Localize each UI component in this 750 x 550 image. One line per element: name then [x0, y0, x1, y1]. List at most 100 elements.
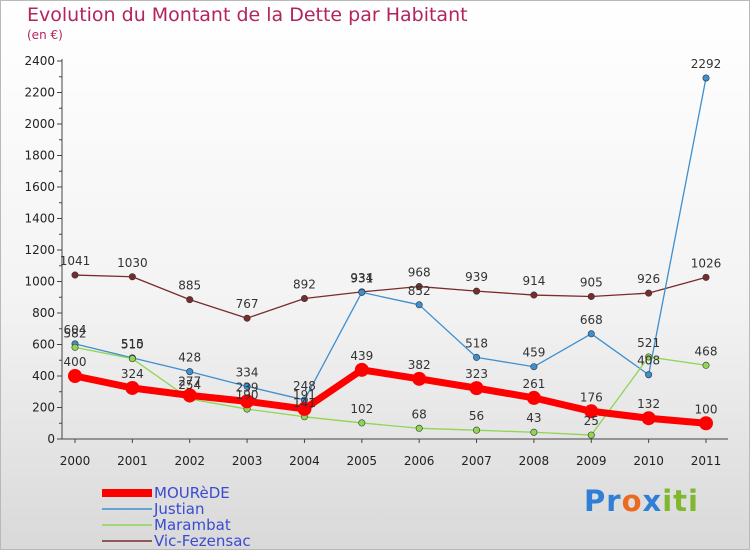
y-tick-label: 1800 [24, 149, 55, 163]
x-tick-label: 2011 [691, 454, 722, 468]
data-point [240, 394, 255, 409]
x-tick-label: 2005 [347, 454, 378, 468]
data-label: 25 [584, 414, 599, 428]
data-point [645, 371, 653, 379]
data-point [415, 424, 423, 432]
data-point [699, 416, 713, 431]
data-point [243, 382, 251, 390]
data-label: 604 [64, 323, 87, 337]
data-label: 931 [350, 271, 373, 285]
data-label: 914 [522, 274, 545, 288]
data-point [128, 273, 136, 281]
data-label: 852 [408, 284, 431, 298]
data-point [186, 296, 194, 304]
data-point [243, 314, 251, 322]
data-label: 400 [64, 355, 87, 369]
data-point [300, 295, 308, 303]
legend-label: MOURèDE [154, 484, 230, 502]
y-tick-label: 2200 [24, 86, 55, 100]
data-point [702, 273, 710, 281]
data-label: 510 [121, 338, 144, 352]
y-tick-label: 2400 [24, 54, 55, 68]
legend-label: Marambat [154, 516, 231, 534]
data-point [587, 330, 595, 338]
data-label: 100 [695, 402, 718, 416]
x-tick-label: 2006 [404, 454, 435, 468]
y-tick-label: 200 [32, 401, 55, 415]
proxiti-logo: Proxiti [584, 484, 699, 518]
chart-subtitle: (en €) [27, 28, 63, 42]
data-label: 968 [408, 266, 431, 280]
data-label: 277 [178, 374, 201, 388]
data-label: 56 [469, 409, 484, 423]
y-tick-label: 1200 [24, 243, 55, 257]
data-point [702, 361, 710, 369]
y-tick-label: 800 [32, 306, 55, 320]
data-point [530, 291, 538, 299]
data-point [71, 343, 79, 351]
data-label: 1030 [117, 256, 148, 270]
logo-part: o [621, 484, 643, 518]
data-label: 1041 [60, 254, 91, 268]
data-label: 191 [293, 388, 316, 402]
data-label: 582 [64, 326, 87, 340]
chart-title: Evolution du Montant de la Dette par Hab… [27, 4, 468, 26]
data-label: 324 [121, 367, 144, 381]
data-point [415, 301, 423, 309]
data-label: 926 [637, 272, 660, 286]
data-point [526, 390, 541, 405]
data-point [128, 355, 136, 363]
data-label: 905 [580, 275, 603, 289]
data-point [645, 289, 653, 297]
x-tick-label: 2003 [232, 454, 263, 468]
data-label: 1026 [691, 256, 722, 270]
data-label: 428 [178, 351, 201, 365]
data-label: 43 [526, 411, 541, 425]
x-tick-label: 2004 [289, 454, 320, 468]
data-point [473, 353, 481, 361]
logo-part: x [642, 484, 663, 518]
data-label: 102 [350, 402, 373, 416]
x-tick-label: 2000 [60, 454, 91, 468]
data-point [473, 426, 481, 434]
data-label: 885 [178, 279, 201, 293]
logo-part: Pr [584, 484, 622, 518]
x-tick-label: 2002 [174, 454, 205, 468]
y-tick-label: 2000 [24, 117, 55, 131]
data-point [584, 404, 599, 419]
data-label: 521 [637, 336, 660, 350]
data-point [182, 388, 197, 403]
data-point [469, 381, 484, 396]
data-label: 668 [580, 313, 603, 327]
data-point [530, 428, 538, 436]
x-tick-label: 2010 [633, 454, 664, 468]
data-label: 141 [293, 396, 316, 410]
data-label: 190 [236, 388, 259, 402]
data-label: 459 [522, 346, 545, 360]
data-label: 382 [408, 358, 431, 372]
x-tick-label: 2008 [519, 454, 550, 468]
data-label: 515 [121, 337, 144, 351]
data-label: 2292 [691, 57, 722, 71]
data-point [412, 371, 427, 386]
data-point [358, 419, 366, 427]
data-point [354, 362, 369, 377]
data-point [71, 271, 79, 279]
y-tick-label: 600 [32, 338, 55, 352]
y-tick-label: 1000 [24, 275, 55, 289]
data-label: 767 [236, 297, 259, 311]
y-tick-label: 1400 [24, 212, 55, 226]
x-tick-label: 2007 [461, 454, 492, 468]
data-label: 68 [412, 407, 427, 421]
data-point [473, 287, 481, 295]
data-label: 261 [522, 377, 545, 391]
data-label: 408 [637, 354, 660, 368]
data-label: 934 [350, 271, 373, 285]
data-label: 254 [178, 378, 201, 392]
data-point [530, 363, 538, 371]
data-label: 439 [350, 349, 373, 363]
data-point [358, 288, 366, 296]
data-point [297, 401, 312, 416]
series-line [71, 366, 710, 427]
data-label: 239 [236, 380, 259, 394]
